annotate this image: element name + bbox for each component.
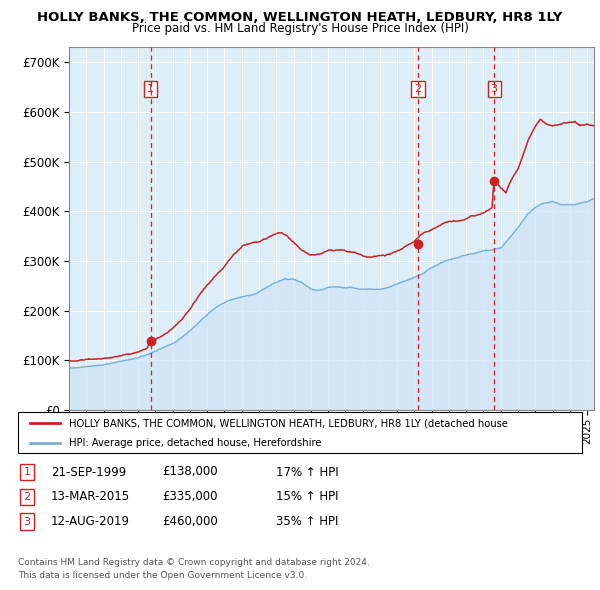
- Text: Contains HM Land Registry data © Crown copyright and database right 2024.: Contains HM Land Registry data © Crown c…: [18, 558, 370, 566]
- Text: 3: 3: [491, 84, 497, 94]
- Text: 1: 1: [147, 84, 154, 94]
- Text: 3: 3: [23, 517, 31, 526]
- Text: 17% ↑ HPI: 17% ↑ HPI: [276, 466, 338, 478]
- Text: 12-AUG-2019: 12-AUG-2019: [51, 515, 130, 528]
- Text: 13-MAR-2015: 13-MAR-2015: [51, 490, 130, 503]
- Text: HPI: Average price, detached house, Herefordshire: HPI: Average price, detached house, Here…: [69, 438, 322, 448]
- Text: This data is licensed under the Open Government Licence v3.0.: This data is licensed under the Open Gov…: [18, 571, 307, 579]
- Text: 15% ↑ HPI: 15% ↑ HPI: [276, 490, 338, 503]
- Text: 1: 1: [23, 467, 31, 477]
- Text: HOLLY BANKS, THE COMMON, WELLINGTON HEATH, LEDBURY, HR8 1LY: HOLLY BANKS, THE COMMON, WELLINGTON HEAT…: [37, 11, 563, 24]
- Text: Price paid vs. HM Land Registry's House Price Index (HPI): Price paid vs. HM Land Registry's House …: [131, 22, 469, 35]
- Text: £460,000: £460,000: [162, 515, 218, 528]
- Text: £335,000: £335,000: [162, 490, 218, 503]
- Text: 2: 2: [23, 492, 31, 502]
- Text: 35% ↑ HPI: 35% ↑ HPI: [276, 515, 338, 528]
- Text: 21-SEP-1999: 21-SEP-1999: [51, 466, 126, 478]
- Text: £138,000: £138,000: [162, 466, 218, 478]
- Text: 2: 2: [414, 84, 421, 94]
- Text: HOLLY BANKS, THE COMMON, WELLINGTON HEATH, LEDBURY, HR8 1LY (detached house: HOLLY BANKS, THE COMMON, WELLINGTON HEAT…: [69, 418, 508, 428]
